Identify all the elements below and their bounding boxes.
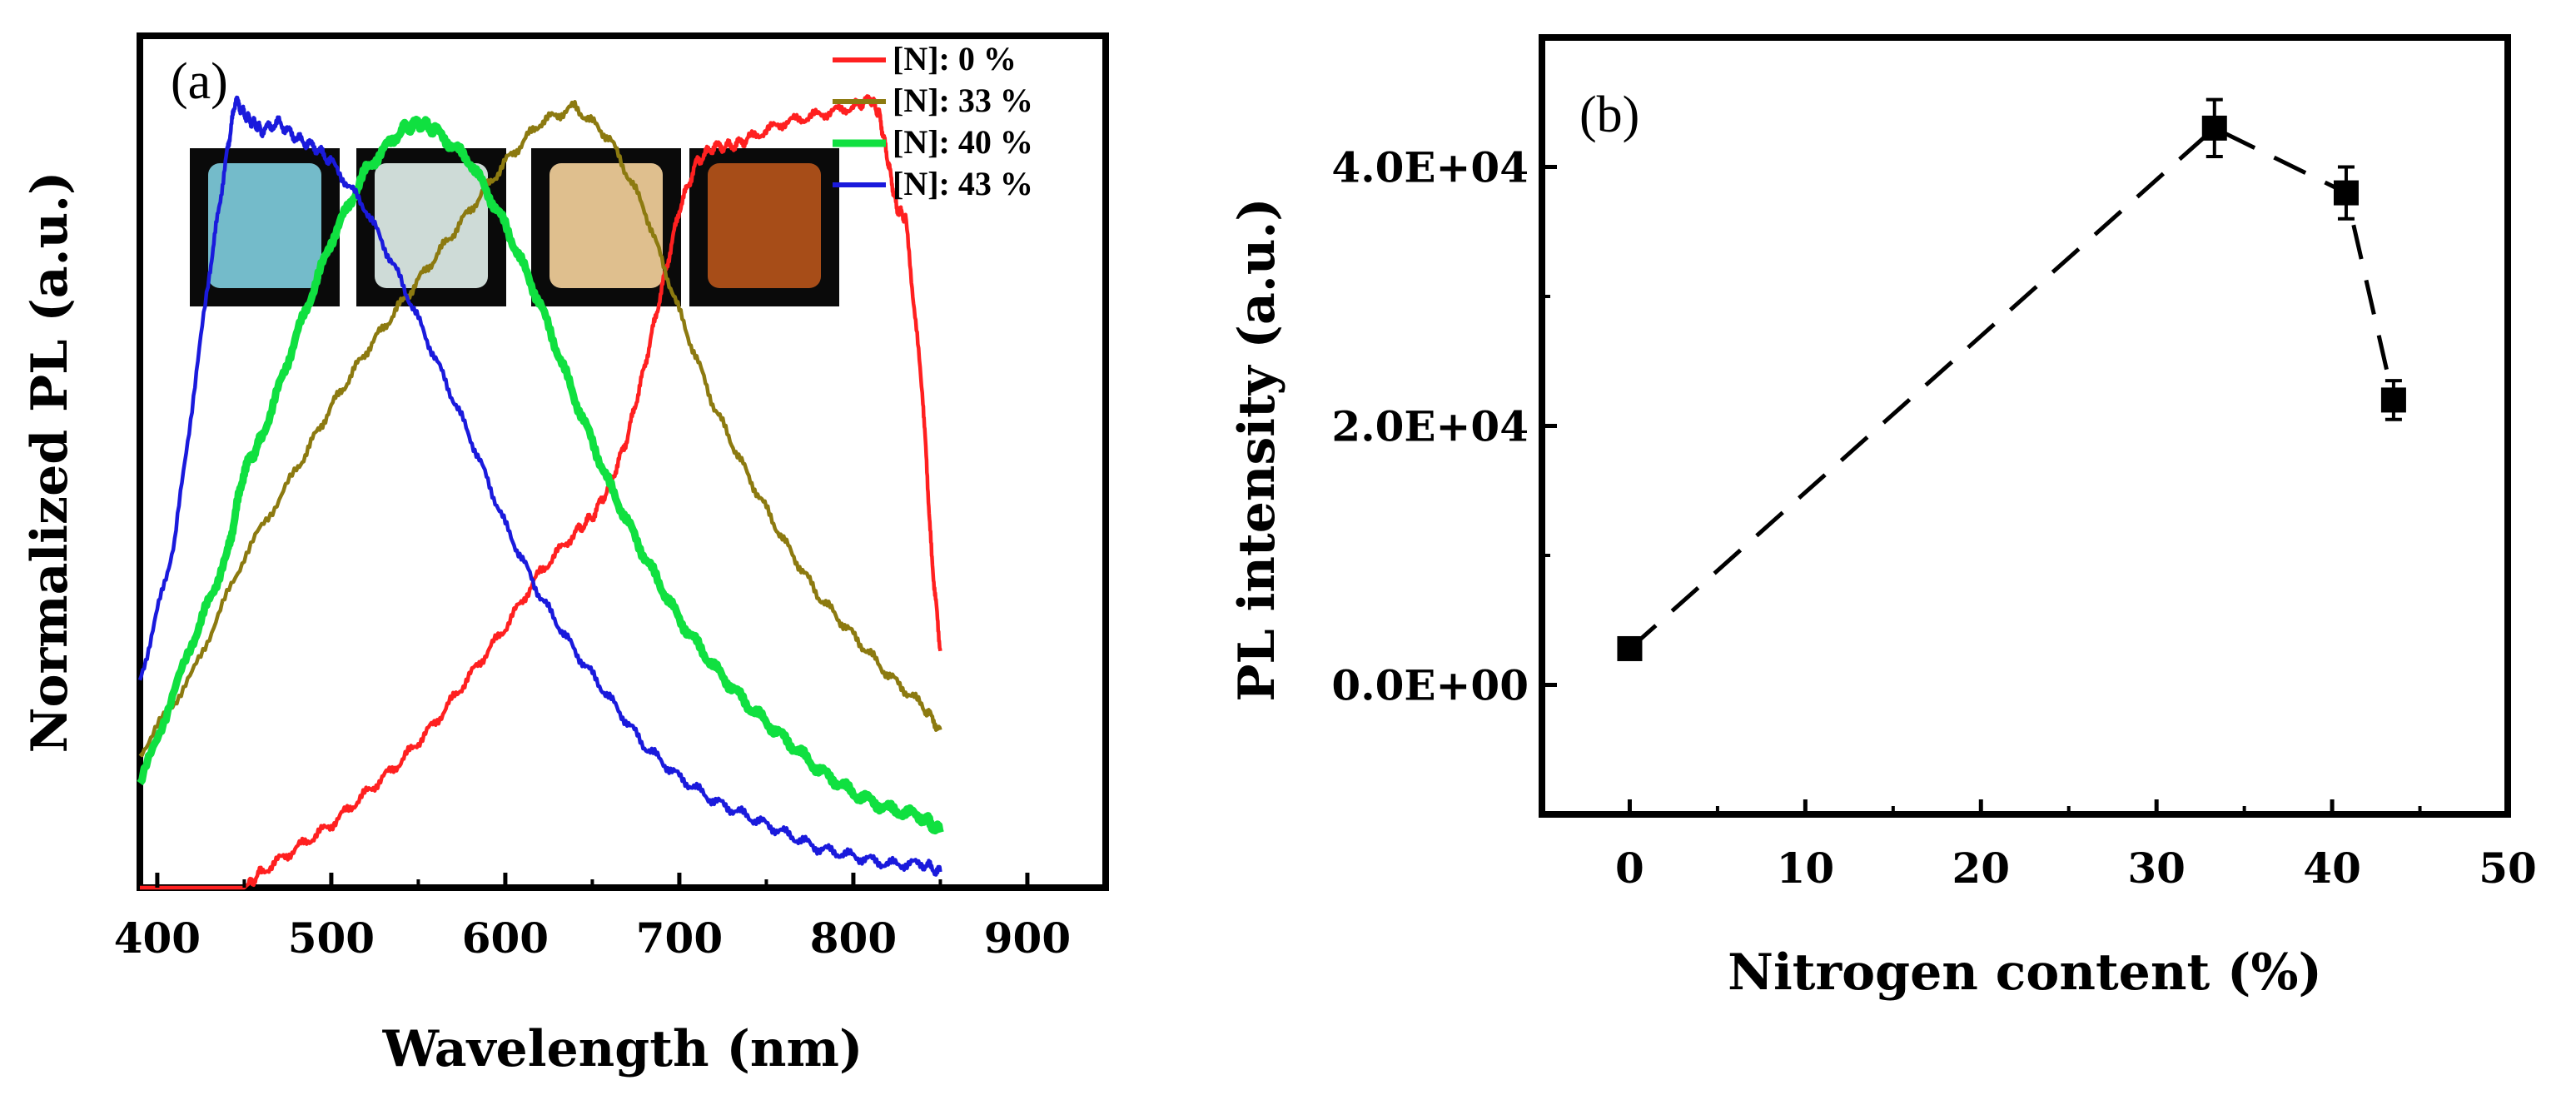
plot-frame-b <box>1539 34 2511 818</box>
legend-label: [N]: 43 % <box>893 165 1033 202</box>
dashed-trend-line <box>1628 125 2396 650</box>
x-axis-label-a: Wavelength (nm) <box>382 1020 863 1078</box>
y-axis-ticks-b: 0.0E+00 2.0E+04 4.0E+04 <box>1331 143 1557 816</box>
series-line-1 <box>138 100 942 758</box>
inset-photo-sample-33 <box>356 148 506 306</box>
inset-photos <box>190 148 839 306</box>
x-tick-label: 10 <box>1777 844 1835 893</box>
panel-label-b: (b) <box>1579 87 1639 143</box>
plot-frame-a <box>137 32 1109 891</box>
y-tick-label: 2.0E+04 <box>1331 402 1529 451</box>
legend-label: [N]: 33 % <box>893 82 1033 119</box>
legend-item: [N]: 33 % <box>833 82 1033 119</box>
series-line-2 <box>137 115 944 835</box>
point-marker <box>1617 635 1643 661</box>
legend-item: [N]: 0 % <box>833 40 1017 77</box>
x-axis-ticks-b: 0 10 20 30 40 50 <box>1540 799 2537 893</box>
x-tick-label: 700 <box>636 913 723 963</box>
legend-item: [N]: 43 % <box>833 165 1033 202</box>
legend-label: [N]: 0 % <box>893 40 1017 77</box>
data-points <box>1617 97 2406 661</box>
inset-photo-sample-43 <box>689 148 839 306</box>
data-point <box>2333 165 2359 221</box>
inset-photo-sample-40 <box>531 148 681 306</box>
y-tick-label: 0.0E+00 <box>1331 661 1529 710</box>
y-axis-label-a: Normalized PL (a.u.) <box>21 172 79 754</box>
data-point <box>1617 635 1643 661</box>
trend-line <box>1628 125 2396 650</box>
x-tick-label: 800 <box>810 913 897 963</box>
x-tick-label: 50 <box>2479 844 2537 893</box>
data-point <box>2380 379 2406 421</box>
x-tick-label: 20 <box>1952 844 2010 893</box>
chart-panel-b: 0 10 20 30 40 50 0.0E+00 2.0E+04 4.0E+04 (b) Ni… <box>1228 34 2537 1002</box>
point-marker <box>2333 180 2359 206</box>
panel-label-a: (a) <box>171 53 228 110</box>
x-axis-ticks-a: 400 500 600 700 800 900 <box>114 873 1071 963</box>
x-tick-label: 500 <box>288 913 375 963</box>
chart-panel-a: 400 500 600 700 800 900 [N]: 0 %[N]: 33 %[N]:… <box>21 32 1109 1078</box>
legend-label: [N]: 40 % <box>893 123 1033 161</box>
point-marker <box>2380 387 2406 413</box>
legend-item: [N]: 40 % <box>833 123 1033 161</box>
point-marker <box>2201 115 2227 141</box>
x-axis-label-b: Nitrogen content (%) <box>1728 943 2322 1002</box>
data-point <box>2201 97 2227 159</box>
x-tick-label: 400 <box>114 913 201 963</box>
x-tick-label: 30 <box>2127 844 2186 893</box>
x-tick-label: 40 <box>2303 844 2361 893</box>
y-axis-label-b: PL intensity (a.u.) <box>1228 197 1286 701</box>
legend-a: [N]: 0 % [N]: 33 % [N]: 40 % [N]: 43 % <box>833 40 1033 202</box>
x-tick-label: 900 <box>984 913 1071 963</box>
series-line-3 <box>137 95 942 877</box>
y-tick-label: 4.0E+04 <box>1331 143 1529 192</box>
x-tick-label: 600 <box>462 913 549 963</box>
x-tick-label: 0 <box>1615 844 1644 893</box>
